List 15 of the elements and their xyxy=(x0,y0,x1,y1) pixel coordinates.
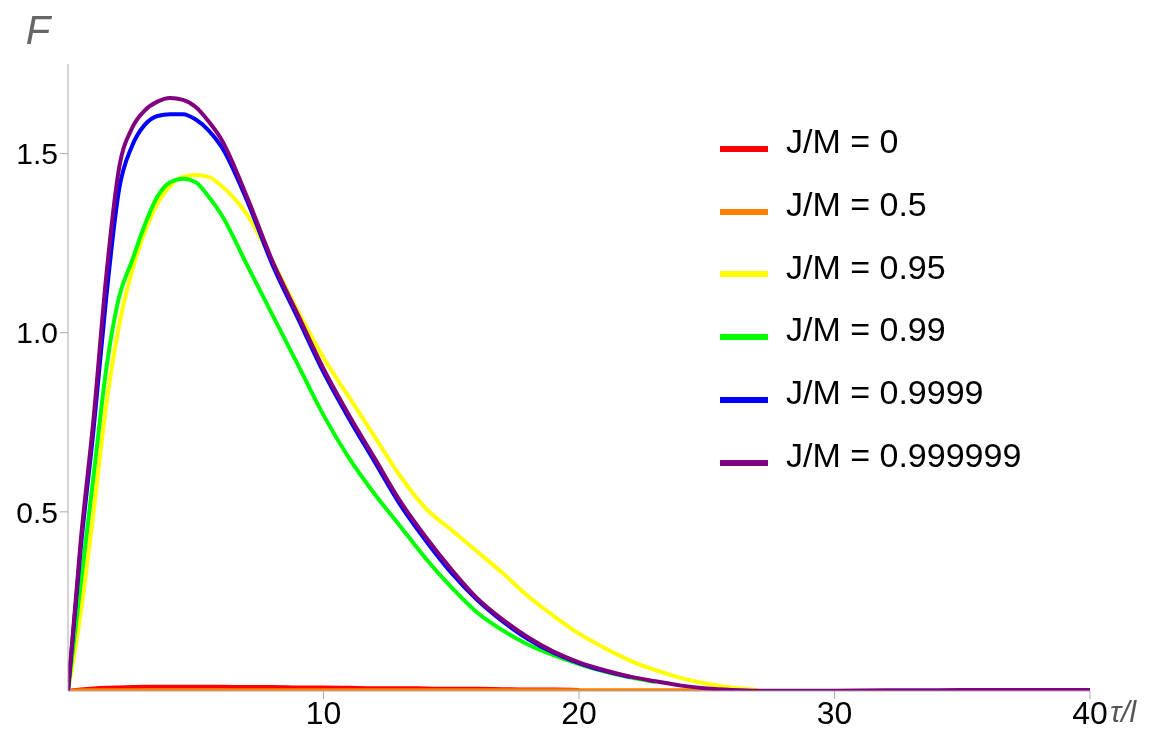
legend-label: J/M = 0.99 xyxy=(786,310,946,349)
y-tick-label: 1.0 xyxy=(16,316,58,350)
x-tick-label: 30 xyxy=(816,694,853,731)
legend-label: J/M = 0 xyxy=(786,122,899,160)
x-tick-label: 10 xyxy=(305,694,342,731)
legend-label: J/M = 0.999999 xyxy=(786,435,1022,474)
y-tick-label: 0.5 xyxy=(16,495,58,529)
legend-label: J/M = 0.95 xyxy=(786,247,946,286)
legend-label: J/M = 0.5 xyxy=(786,184,927,223)
x-axis-title: τ/l xyxy=(1110,694,1138,728)
x-tick-label: 40 xyxy=(1072,694,1108,731)
y-axis-title: F xyxy=(25,8,53,52)
y-tick-label: 1.5 xyxy=(16,137,58,171)
legend-label: J/M = 0.9999 xyxy=(786,373,984,412)
x-tick-label: 20 xyxy=(561,694,597,731)
